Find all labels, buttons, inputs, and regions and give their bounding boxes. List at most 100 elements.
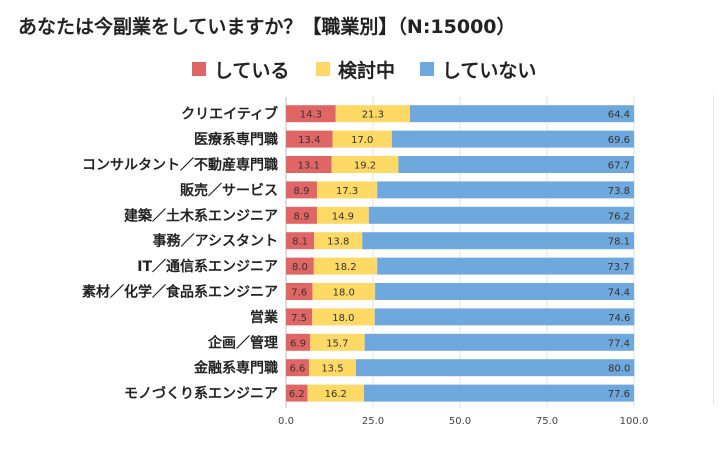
data-label: 77.6 [608,389,630,400]
divider [713,95,714,405]
data-label: 13.4 [298,135,320,146]
data-label: 76.2 [608,211,630,222]
category-label: IT／通信系エンジニア [137,258,278,275]
bar-segment [377,181,634,199]
legend-swatch-considering [316,62,330,76]
category-label: コンサルタント／不動産専門職 [82,157,278,174]
legend-item-not-doing: していない [420,54,536,84]
data-label: 7.5 [291,313,307,324]
data-label: 64.4 [608,110,630,121]
data-label: 8.9 [294,186,310,197]
data-label: 19.2 [354,161,376,172]
category-label: モノづくり系エンジニア [124,385,278,402]
data-label: 80.0 [608,364,630,375]
bar-segment [308,359,356,377]
x-tick-label: 100.0 [620,416,649,427]
data-label: 77.4 [608,338,630,349]
category-label: 営業 [250,309,279,326]
legend: している 検討中 していない [0,54,720,84]
bar-segment [312,308,375,326]
bar-segment [286,333,311,351]
category-label: 事務／アシスタント [153,233,278,250]
bar-segment [310,333,365,351]
bar-segment [307,384,364,402]
data-label: 7.6 [291,288,307,299]
legend-swatch-doing [192,62,206,76]
data-label: 74.6 [608,313,630,324]
data-label: 13.5 [321,364,343,375]
bar-segment [286,105,336,123]
data-label: 73.8 [608,186,630,197]
bar-segment [312,283,376,300]
data-label: 17.3 [336,186,358,197]
bar-segment [286,308,313,326]
data-label: 6.2 [289,389,305,400]
bar-segment [355,359,635,377]
data-label: 21.3 [362,110,384,121]
bar-segment [398,156,634,173]
data-label: 13.8 [327,237,349,248]
chart-title: あなたは今副業をしていますか？【職業別】（N:15000） [18,16,516,38]
bar-segment [286,181,317,199]
bar-segment [286,283,313,300]
bar-segment [331,156,399,173]
bar-segment [375,283,634,300]
x-tick-label: 0.0 [278,416,294,427]
data-label: 17.0 [351,135,373,146]
bar-segment [316,206,369,224]
bar-segment [286,156,332,173]
data-label: 69.6 [608,135,630,146]
bar-segment [362,232,634,250]
data-label: 8.0 [292,262,308,273]
bar-segment [316,181,378,199]
legend-label-considering: 検討中 [338,59,396,82]
category-label: 建築／土木系エンジニア [124,207,278,224]
data-label: 18.2 [334,262,356,273]
bar-segment [363,384,634,402]
legend-item-considering: 検討中 [316,54,395,84]
category-label: 金融系専門職 [193,360,278,377]
data-label: 18.0 [332,313,354,324]
bar-segment [313,257,378,275]
category-label: クリエイティブ [181,106,278,123]
data-label: 67.7 [608,161,630,172]
legend-swatch-not-doing [420,62,434,76]
data-label: 8.1 [292,237,308,248]
data-label: 15.7 [326,338,348,349]
bar-segment [364,333,634,351]
category-label: 素材／化学／食品系エンジニア [82,284,278,301]
bar-segment [286,206,317,224]
data-label: 16.2 [325,389,347,400]
legend-label-not-doing: していない [442,59,537,82]
bar-segment [286,384,308,402]
data-label: 18.0 [333,288,355,299]
data-label: 14.9 [332,211,354,222]
data-label: 74.4 [608,288,630,299]
data-label: 13.1 [298,161,320,172]
bar-segment [286,232,315,250]
bar-segment [409,105,634,123]
data-label: 73.7 [607,262,629,273]
data-label: 14.3 [300,110,322,121]
x-tick-label: 75.0 [536,416,558,427]
data-label: 78.1 [608,237,630,248]
x-tick-label: 25.0 [362,416,384,427]
bar-segment [391,130,634,148]
bar-segment [332,130,392,148]
legend-item-doing: している [192,54,289,84]
data-label: 6.9 [290,338,306,349]
data-label: 6.6 [290,364,306,375]
bar-segment [377,257,634,275]
x-tick-label: 50.0 [449,416,471,427]
bar-segment [314,232,363,250]
category-label: 医療系専門職 [194,131,278,148]
bar-segment [368,206,634,224]
category-label: 企画／管理 [207,334,278,351]
data-label: 8.9 [294,211,310,222]
bar-segment [286,130,333,148]
category-label: 販売／サービス [180,182,278,199]
bar-segment [374,308,635,326]
bar-segment [286,257,314,275]
bar-segment [286,359,309,377]
